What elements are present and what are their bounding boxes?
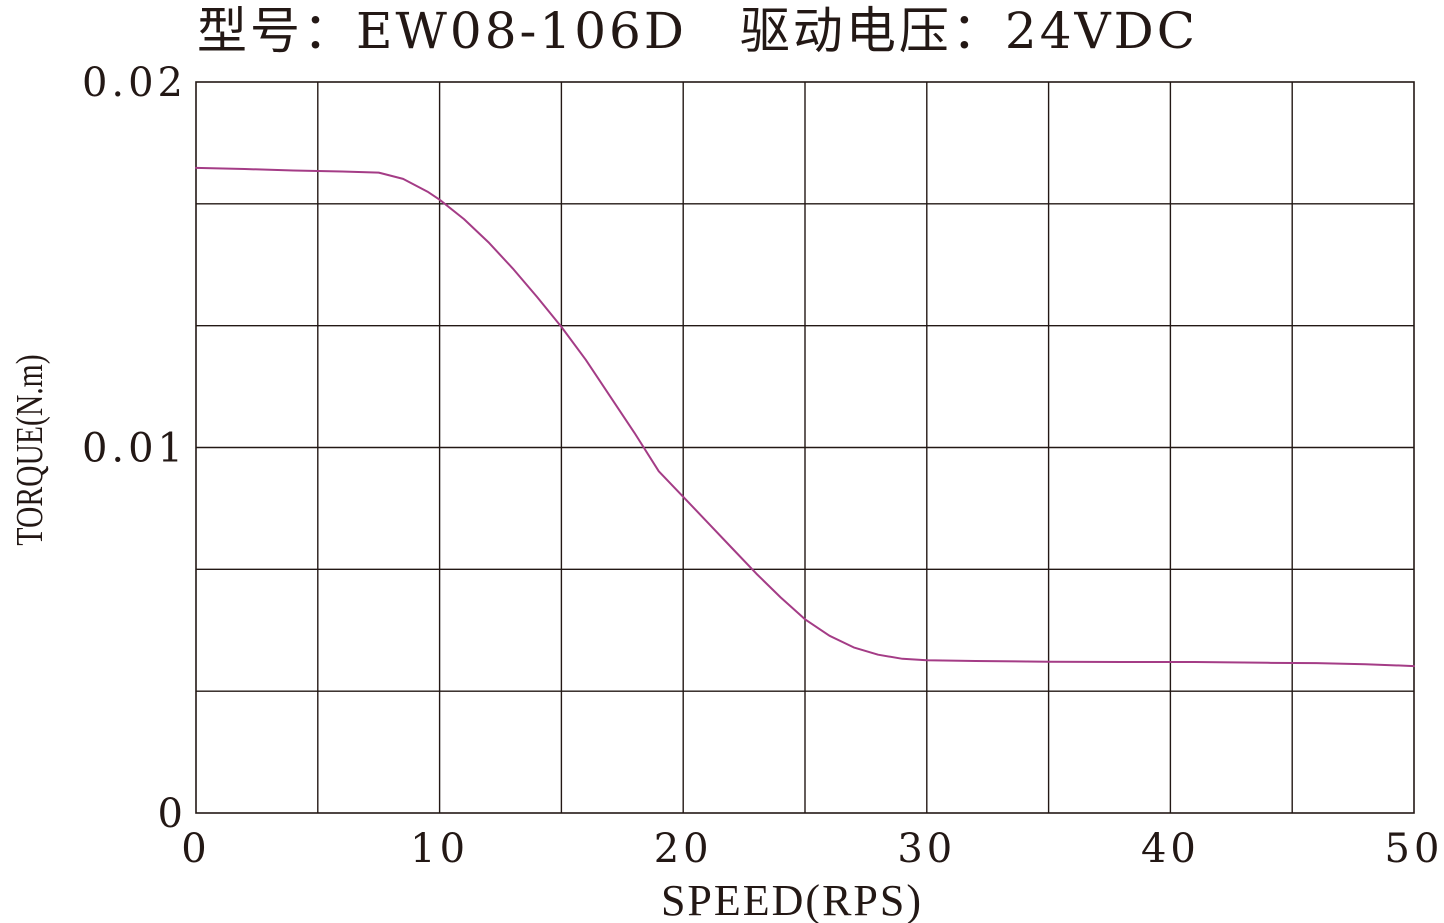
y-tick-label: 0.02 [82, 60, 187, 106]
series-group [195, 166, 1415, 668]
chart-title: 型号：EW08-106D 驱动电压：24VDC [197, 2, 1198, 60]
x-tick-label: 0 [181, 826, 210, 872]
y-tick-label: 0.01 [82, 426, 187, 472]
y-tick-label: 0 [158, 791, 187, 837]
torque-curve-line [195, 166, 1415, 668]
x-tick-label: 30 [897, 826, 956, 872]
x-tick-label: 40 [1141, 826, 1200, 872]
y-axis-label: TORQUE(N.m) [10, 354, 51, 545]
x-tick-labels: 0 10 20 30 40 50 [181, 826, 1444, 872]
x-tick-label: 50 [1385, 826, 1444, 872]
plot-frame [195, 81, 1415, 814]
x-axis-label: SPEED(RPS) [661, 876, 923, 923]
x-tick-label: 20 [654, 826, 713, 872]
plot-grid [196, 82, 1414, 813]
x-tick-label: 10 [410, 826, 469, 872]
y-tick-labels: 0 0.01 0.02 [82, 60, 187, 837]
